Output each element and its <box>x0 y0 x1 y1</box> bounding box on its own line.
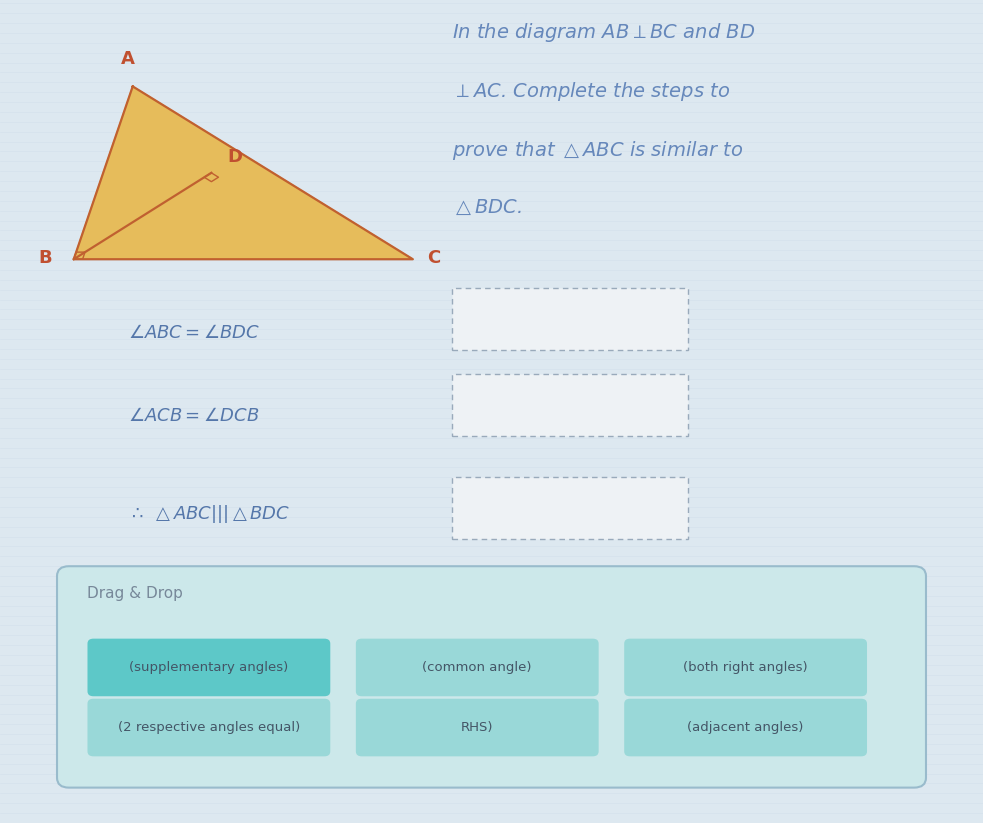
Text: C: C <box>428 249 440 267</box>
Text: $\perp AC$. Complete the steps to: $\perp AC$. Complete the steps to <box>452 80 730 103</box>
Text: (2 respective angles equal): (2 respective angles equal) <box>118 721 300 734</box>
Polygon shape <box>74 86 413 259</box>
Text: A: A <box>121 50 135 68</box>
Text: (supplementary angles): (supplementary angles) <box>129 661 289 674</box>
Text: $\triangle BDC$.: $\triangle BDC$. <box>452 198 522 217</box>
Text: RHS): RHS) <box>461 721 493 734</box>
Text: $\angle ACB = \angle DCB$: $\angle ACB = \angle DCB$ <box>128 407 260 425</box>
FancyBboxPatch shape <box>356 699 599 756</box>
Text: (both right angles): (both right angles) <box>683 661 808 674</box>
Text: In the diagram $AB \perp BC$ and $BD$: In the diagram $AB \perp BC$ and $BD$ <box>452 21 755 44</box>
Text: (common angle): (common angle) <box>423 661 532 674</box>
Text: prove that $\triangle ABC$ is similar to: prove that $\triangle ABC$ is similar to <box>452 139 743 162</box>
FancyBboxPatch shape <box>57 566 926 788</box>
Text: $\therefore\ \triangle ABC ||| \triangle BDC$: $\therefore\ \triangle ABC ||| \triangle… <box>128 504 290 525</box>
FancyBboxPatch shape <box>87 699 330 756</box>
FancyBboxPatch shape <box>87 639 330 696</box>
Text: B: B <box>38 249 52 267</box>
FancyBboxPatch shape <box>356 639 599 696</box>
FancyBboxPatch shape <box>624 639 867 696</box>
Text: $\angle ABC = \angle BDC$: $\angle ABC = \angle BDC$ <box>128 324 260 342</box>
FancyBboxPatch shape <box>624 699 867 756</box>
FancyBboxPatch shape <box>452 374 688 436</box>
Text: D: D <box>227 148 242 166</box>
FancyBboxPatch shape <box>452 288 688 350</box>
Text: Drag & Drop: Drag & Drop <box>87 586 183 601</box>
Text: (adjacent angles): (adjacent angles) <box>687 721 804 734</box>
FancyBboxPatch shape <box>452 477 688 539</box>
